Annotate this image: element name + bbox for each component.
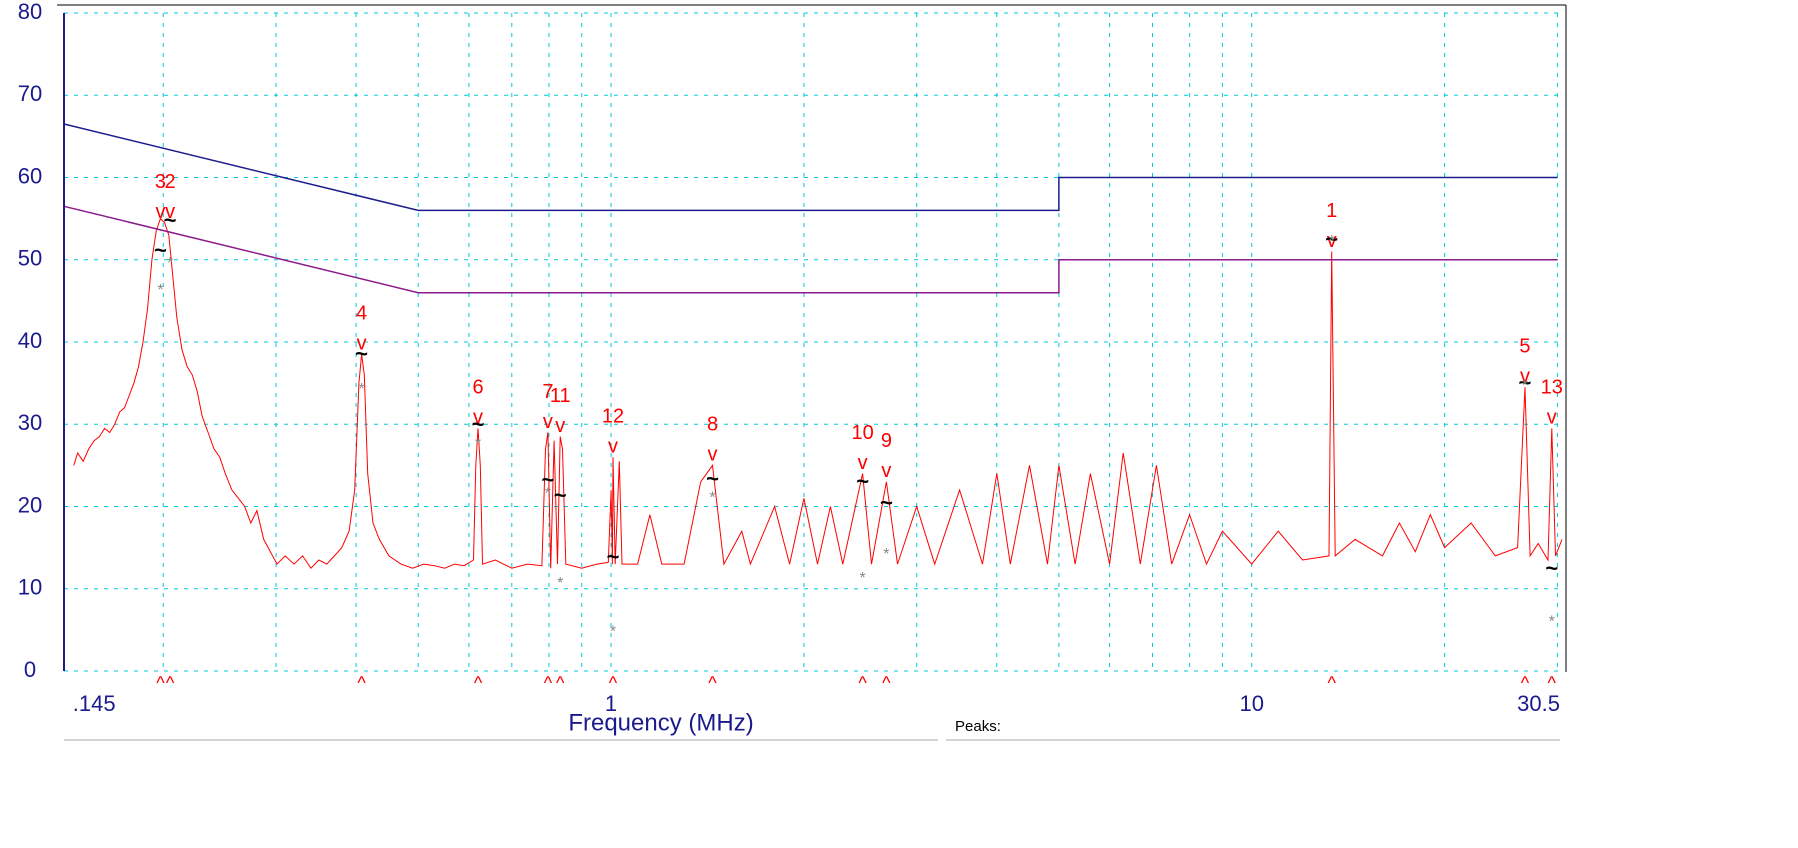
- peak-label: 10: [852, 422, 874, 444]
- peak-marker: v: [543, 411, 553, 433]
- peak-label: 8: [707, 414, 718, 436]
- x-tick-label: .145: [73, 691, 116, 716]
- y-tick-label: 10: [18, 575, 42, 600]
- qp-marker: ~: [856, 468, 869, 493]
- plot: 1v~*^2v~*^3v~*^4v~*^5v~*^6v~*^7v~*^8v~*^…: [63, 123, 1563, 693]
- y-tick-label: 60: [18, 163, 42, 188]
- freq-marker: ^: [1521, 673, 1530, 693]
- peak-label: 6: [472, 377, 483, 399]
- qp-marker: ~: [554, 482, 567, 507]
- freq-marker: ^: [544, 673, 553, 693]
- freq-marker: ^: [708, 673, 717, 693]
- peak-label: 5: [1519, 336, 1530, 358]
- avg-marker: *: [545, 485, 551, 502]
- peak-label: 1: [1326, 200, 1337, 222]
- limit-line: [63, 123, 1558, 212]
- avg-marker: *: [475, 436, 481, 453]
- qp-marker: ~: [1545, 556, 1558, 581]
- freq-marker: ^: [357, 673, 366, 693]
- peak-marker: v: [708, 444, 718, 466]
- peak-marker: v: [473, 407, 483, 429]
- qp-marker: ~: [1325, 227, 1338, 252]
- avg-marker: *: [1329, 233, 1335, 250]
- spectrum-trace: [73, 217, 1563, 569]
- freq-marker: ^: [858, 673, 867, 693]
- qp-marker: ~: [880, 490, 893, 515]
- peaks-label: Peaks:: [955, 718, 1001, 735]
- y-tick-label: 40: [18, 328, 42, 353]
- qp-marker: ~: [164, 208, 177, 233]
- y-tick-label: 0: [24, 657, 36, 682]
- freq-marker: ^: [609, 673, 618, 693]
- y-tick-label: 70: [18, 81, 42, 106]
- peak-label: 11: [550, 385, 571, 407]
- freq-marker: ^: [166, 673, 175, 693]
- peak-label: 13: [1541, 377, 1563, 399]
- grid: 0 10 20 30 40 50 60 70 80 .145 1 10 30.5: [18, 0, 1562, 716]
- avg-marker: *: [709, 489, 715, 506]
- qp-marker: ~: [1519, 370, 1532, 395]
- x-tick-label: 1: [605, 691, 617, 716]
- peak-label: 2: [165, 171, 176, 193]
- avg-marker: *: [167, 255, 173, 272]
- avg-marker: *: [1549, 614, 1555, 631]
- freq-marker: ^: [1548, 673, 1557, 693]
- avg-marker: *: [557, 575, 563, 592]
- freq-marker: ^: [882, 673, 891, 693]
- freq-marker: ^: [156, 673, 165, 693]
- peak-marker: v: [555, 415, 565, 437]
- peak-marker: v: [608, 435, 618, 457]
- x-axis-title: Frequency (MHz): [568, 709, 753, 736]
- x-tick-label: 10: [1239, 691, 1263, 716]
- limit-line: [63, 205, 1558, 294]
- x-tick-label: 30.5: [1517, 691, 1560, 716]
- peak-marker: v: [357, 333, 367, 355]
- peak-label: 3: [155, 171, 166, 193]
- qp-marker: ~: [472, 412, 485, 437]
- avg-marker: *: [883, 546, 889, 563]
- peak-marker: v: [155, 201, 165, 223]
- avg-marker: *: [1522, 378, 1528, 395]
- peak-label: 4: [356, 303, 367, 325]
- qp-marker: ~: [154, 237, 167, 262]
- peak-label: 9: [881, 430, 892, 452]
- freq-marker: ^: [474, 673, 483, 693]
- peak-marker: v: [165, 201, 175, 223]
- peak-label: 7: [542, 381, 553, 403]
- qp-marker: ~: [706, 466, 719, 491]
- avg-marker: *: [860, 570, 866, 587]
- qp-marker: ~: [541, 467, 554, 492]
- peak-marker: v: [858, 452, 868, 474]
- freq-marker: ^: [1327, 673, 1336, 693]
- freq-marker: ^: [556, 673, 565, 693]
- peak-marker: v: [1520, 366, 1530, 388]
- peak-marker: v: [1327, 230, 1337, 252]
- y-tick-label: 20: [18, 492, 42, 517]
- peak-marker: v: [881, 460, 891, 482]
- avg-marker: *: [358, 381, 364, 398]
- y-tick-label: 80: [18, 0, 42, 24]
- qp-marker: ~: [355, 341, 368, 366]
- peak-marker: v: [1547, 407, 1557, 429]
- peak-label: 12: [602, 405, 624, 427]
- qp-marker: ~: [607, 544, 620, 569]
- avg-marker: *: [610, 623, 616, 640]
- y-tick-label: 50: [18, 246, 42, 271]
- y-tick-label: 30: [18, 410, 42, 435]
- avg-marker: *: [157, 282, 163, 299]
